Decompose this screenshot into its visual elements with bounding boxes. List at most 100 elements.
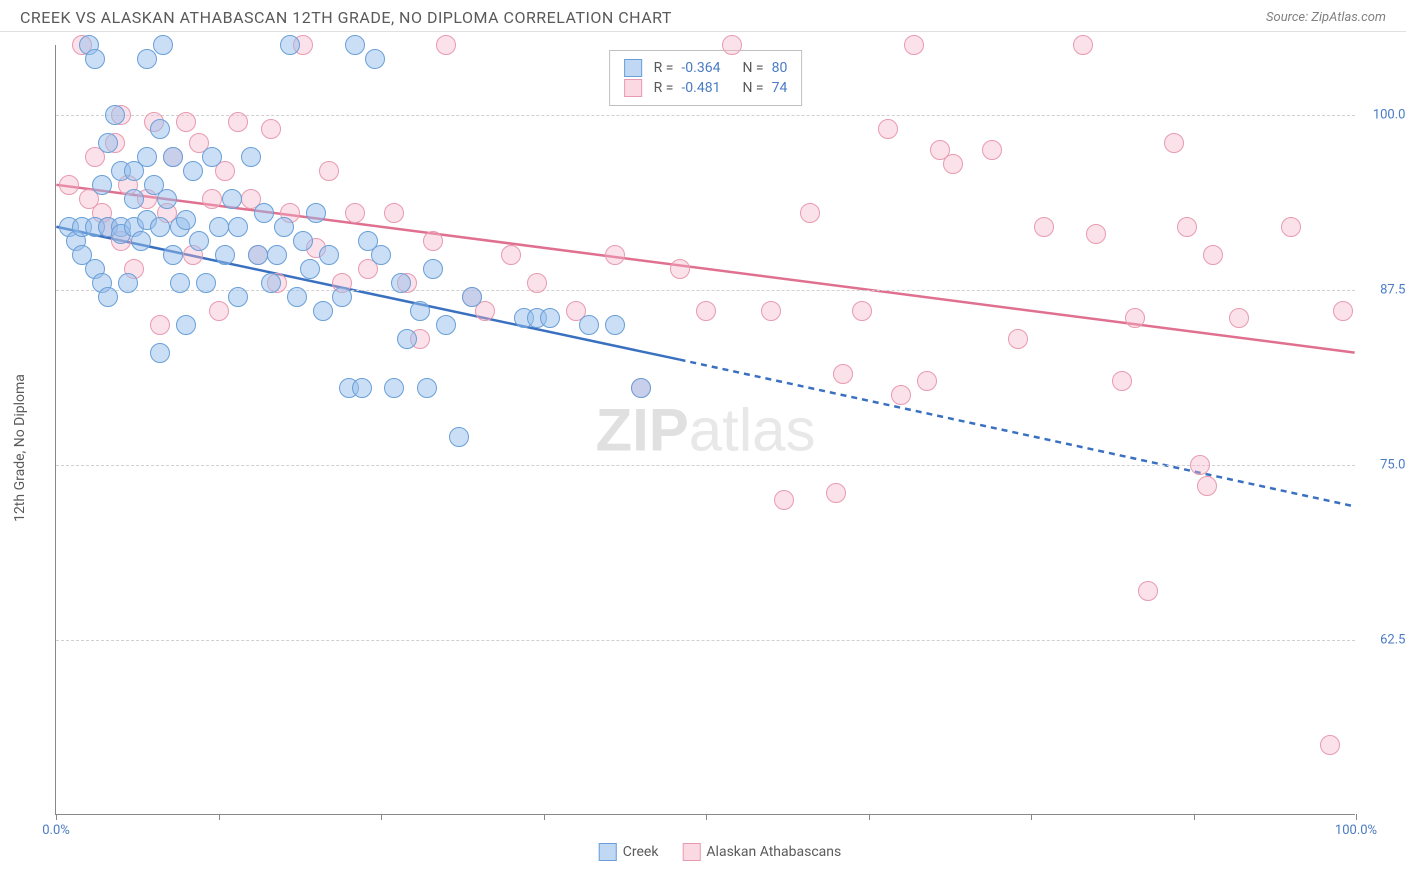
watermark: ZIPatlas <box>595 395 815 464</box>
gridline-h <box>56 640 1355 641</box>
scatter-point-pink <box>761 301 781 321</box>
scatter-point-blue <box>176 210 196 230</box>
scatter-point-pink <box>209 301 229 321</box>
scatter-point-blue <box>267 245 287 265</box>
scatter-point-pink <box>59 175 79 195</box>
legend-n-label: N = <box>742 80 763 96</box>
scatter-point-pink <box>982 140 1002 160</box>
scatter-point-blue <box>202 147 222 167</box>
legend-row: R =-0.364N =80 <box>624 59 788 77</box>
trend-line <box>56 185 1354 353</box>
scatter-point-blue <box>228 287 248 307</box>
legend-r-label: R = <box>654 80 674 96</box>
chart-container: 12th Grade, No Diploma ZIPatlas R =-0.36… <box>50 45 1390 835</box>
scatter-point-pink <box>1086 224 1106 244</box>
legend-n-label: N = <box>742 60 763 76</box>
gridline-h <box>56 115 1355 116</box>
scatter-point-blue <box>384 378 404 398</box>
scatter-point-blue <box>163 245 183 265</box>
x-tick-label: 0.0% <box>42 823 70 838</box>
scatter-point-blue <box>137 147 157 167</box>
scatter-point-blue <box>417 378 437 398</box>
scatter-point-pink <box>1320 735 1340 755</box>
scatter-point-blue <box>365 49 385 69</box>
scatter-point-blue <box>92 175 112 195</box>
scatter-point-blue <box>410 301 430 321</box>
x-tick <box>706 814 707 820</box>
scatter-point-pink <box>833 364 853 384</box>
scatter-point-blue <box>131 231 151 251</box>
scatter-point-pink <box>917 371 937 391</box>
correlation-legend: R =-0.364N =80R =-0.481N =74 <box>609 50 803 106</box>
legend-swatch-pink <box>682 843 700 861</box>
chart-title: CREEK VS ALASKAN ATHABASCAN 12TH GRADE, … <box>20 8 672 27</box>
scatter-point-pink <box>878 119 898 139</box>
scatter-point-blue <box>274 217 294 237</box>
scatter-point-pink <box>319 161 339 181</box>
scatter-point-pink <box>1073 35 1093 55</box>
scatter-point-pink <box>1229 308 1249 328</box>
y-tick-label: 75.0% <box>1380 458 1406 473</box>
scatter-point-pink <box>670 259 690 279</box>
scatter-point-blue <box>124 189 144 209</box>
x-tick <box>381 814 382 820</box>
scatter-point-blue <box>300 259 320 279</box>
scatter-point-blue <box>215 245 235 265</box>
scatter-point-blue <box>605 315 625 335</box>
scatter-point-blue <box>98 133 118 153</box>
scatter-point-blue <box>319 245 339 265</box>
x-tick <box>1194 814 1195 820</box>
scatter-point-pink <box>436 35 456 55</box>
scatter-point-blue <box>397 329 417 349</box>
scatter-point-blue <box>261 273 281 293</box>
scatter-point-blue <box>371 245 391 265</box>
scatter-point-pink <box>774 490 794 510</box>
y-axis-label: 12th Grade, No Diploma <box>12 374 28 522</box>
scatter-point-pink <box>605 245 625 265</box>
scatter-point-pink <box>1190 455 1210 475</box>
x-tick <box>1031 814 1032 820</box>
scatter-point-pink <box>826 483 846 503</box>
legend-n-value: 74 <box>772 80 788 96</box>
scatter-point-pink <box>384 203 404 223</box>
scatter-point-pink <box>1164 133 1184 153</box>
legend-row: R =-0.481N =74 <box>624 79 788 97</box>
scatter-point-pink <box>501 245 521 265</box>
scatter-point-blue <box>254 203 274 223</box>
scatter-point-pink <box>943 154 963 174</box>
scatter-point-pink <box>1281 217 1301 237</box>
scatter-point-blue <box>462 287 482 307</box>
legend-swatch-blue <box>599 843 617 861</box>
scatter-point-blue <box>241 147 261 167</box>
scatter-point-blue <box>345 35 365 55</box>
chart-header: CREEK VS ALASKAN ATHABASCAN 12TH GRADE, … <box>0 0 1406 32</box>
scatter-point-pink <box>722 35 742 55</box>
scatter-point-blue <box>183 161 203 181</box>
scatter-point-pink <box>150 315 170 335</box>
legend-r-value: -0.364 <box>681 60 720 76</box>
scatter-point-pink <box>800 203 820 223</box>
scatter-point-blue <box>98 287 118 307</box>
scatter-point-pink <box>261 119 281 139</box>
scatter-point-blue <box>306 203 326 223</box>
gridline-h <box>56 465 1355 466</box>
scatter-point-pink <box>891 385 911 405</box>
legend-n-value: 80 <box>772 60 788 76</box>
scatter-point-pink <box>345 203 365 223</box>
scatter-point-pink <box>696 301 716 321</box>
scatter-point-pink <box>202 189 222 209</box>
x-tick <box>544 814 545 820</box>
scatter-point-blue <box>105 105 125 125</box>
series-legend-item: Creek <box>599 843 659 861</box>
scatter-point-pink <box>423 231 443 251</box>
scatter-point-pink <box>176 112 196 132</box>
legend-swatch-blue <box>624 59 642 77</box>
scatter-point-blue <box>118 273 138 293</box>
scatter-point-pink <box>1138 581 1158 601</box>
scatter-point-blue <box>153 35 173 55</box>
plot-area: ZIPatlas R =-0.364N =80R =-0.481N =74 62… <box>55 45 1355 815</box>
watermark-rest: atlas <box>689 396 816 463</box>
scatter-point-pink <box>1125 308 1145 328</box>
scatter-point-pink <box>904 35 924 55</box>
scatter-point-blue <box>228 217 248 237</box>
